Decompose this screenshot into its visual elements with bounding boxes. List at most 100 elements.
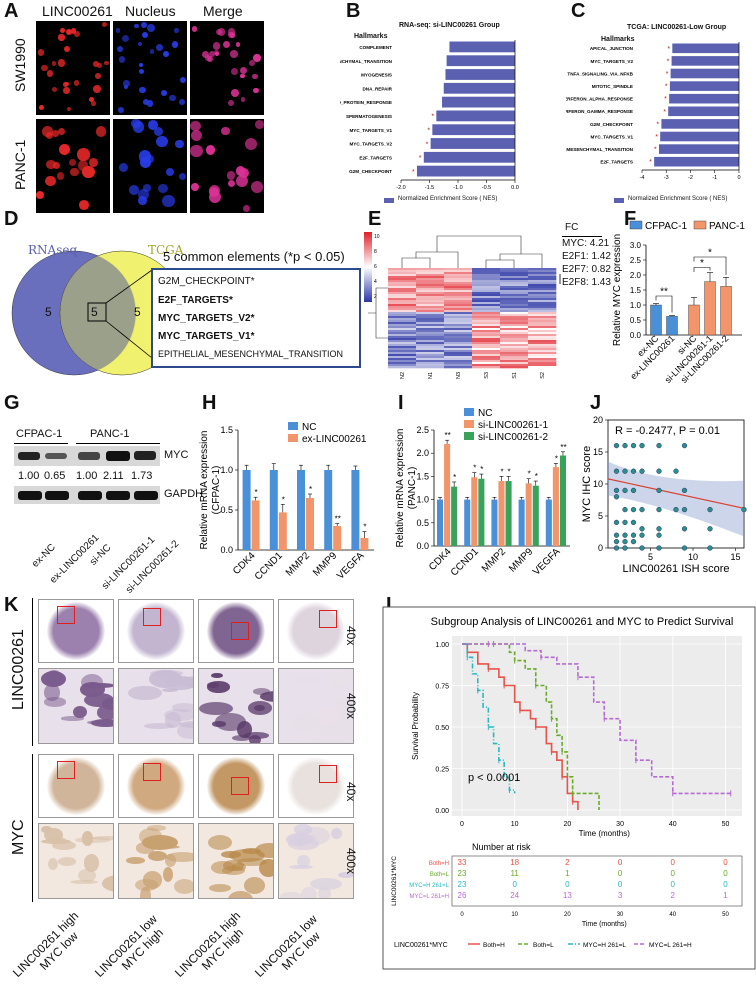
venn-label-rnaseq: RNAseq [28,243,78,257]
heatmap-cell [388,328,417,331]
heatmap-cell [528,356,557,359]
heatmap-cell [500,272,529,275]
panel-b-legend: Normalized Enrichment Score ( NES) [398,196,498,202]
panel-label-g: G [4,392,20,414]
panel-a-col-header-1: LINC00261 [42,3,113,19]
bar [650,304,662,336]
ihc-core-40x-r3-c3 [198,754,274,818]
heatmap-cell [528,354,557,357]
heatmap-cell [444,328,473,331]
y-tick-label: 0 [598,543,603,553]
nes-bar [660,131,739,142]
panel-k-col-label-2: LINC00261 low MYC high [92,911,167,980]
nes-bar [446,55,515,67]
heatmap-cell [500,274,529,277]
venn-count-right: 5 [134,305,141,319]
bar [444,443,451,546]
heatmap-cell [472,292,501,295]
heatmap-cell [500,296,529,299]
heatmap-cell [528,322,557,325]
ihc-zoom-400x-r4-c2 [118,823,194,899]
heatmap-cell [472,316,501,319]
heatmap-cell [500,306,529,309]
bar [545,499,552,546]
panel-g-value-2: 0.65 [44,470,66,482]
nes-bar [661,119,739,129]
bar [437,499,444,546]
heatmap-cell [472,304,501,307]
legend-swatch [693,220,707,230]
heatmap-cell [500,328,529,331]
heatmap-cell [444,314,473,317]
sig-marker: * [555,454,558,463]
heatmap-cell [444,330,473,333]
heatmap-cell [416,320,445,323]
heatmap-cell [444,268,473,271]
panel-a-row-label-2: PANC-1 [12,139,28,190]
ihc-core-40x-r1-c3 [198,599,274,663]
x-tick-label: VEGFA [335,550,367,582]
scatter-point [741,506,747,513]
risk-x-tick: 20 [564,912,571,918]
scatter-point [622,468,628,474]
heatmap-cell [500,312,529,315]
heatmap-cell [444,344,473,347]
nes-label: E2F_TARGETS [359,155,392,160]
heatmap-cell [472,350,501,353]
y-tick-label: 0.5 [630,316,642,325]
sig-marker: * [535,472,538,481]
micrograph-r1-c1 [36,21,110,115]
heatmap-cell [416,360,445,363]
heatmap-cell [528,308,557,311]
nes-bar [671,56,739,66]
heatmap-cell [388,310,417,313]
panel-e-fc-myc: MYC: 4.21 [562,238,610,249]
heatmap-cell [472,294,501,297]
y-tick-label: 1.5 [630,286,642,295]
heatmap-cell [388,356,417,359]
heatmap-cell [500,354,529,357]
panel-g-blot-gapdh [14,486,160,504]
correlation-annotation: R = -0.2477, P = 0.01 [615,425,720,437]
heatmap-cell [528,316,557,319]
scatter-point [630,487,637,494]
heatmap-cell [388,268,417,271]
panel-d-item-2: E2F_TARGETS* [158,295,233,306]
heatmap-cell [416,352,445,355]
sig-marker: * [508,467,511,476]
heatmap-color-scale [364,232,372,302]
panel-e-fc-e2f8: E2F8: 1.43 [562,277,611,288]
km-pvalue: p < 0.0001 [468,772,520,784]
x-tick-label: 20 [563,821,571,828]
nes-bar [430,138,515,149]
heatmap-cell [472,312,501,315]
scatter-point [613,532,620,538]
heatmap-cell [444,346,473,349]
heatmap-cell [472,290,501,293]
heatmap-cell [528,282,557,285]
ihc-core-40x-r3-c4 [278,754,354,818]
heatmap-cell [444,288,473,291]
risk-count: 0 [618,869,623,878]
scatter-point [613,494,620,500]
heatmap-cell [528,270,557,273]
heatmap-top-dendrogram [401,235,543,268]
nes-bar [436,110,515,122]
heatmap-cell [444,302,473,305]
heatmap-cell [500,338,529,341]
nes-label: INTERFERON_ALPHA_RESPONSE [566,97,633,102]
heatmap-cell [528,286,557,289]
y-tick-label: 1.5 [416,471,429,481]
heatmap-cell [416,326,445,329]
scatter-point [707,506,713,513]
panel-g-lane-1: ex-NC [30,541,58,570]
heatmap-cell [444,366,473,369]
risk-count: 11 [511,869,520,878]
scatter-point [681,442,688,449]
heatmap-cell [472,356,501,359]
bar [351,470,360,550]
scatter-point [681,526,688,532]
scatter-point [613,442,620,449]
heatmap-cell [500,310,529,313]
bar [688,304,700,336]
